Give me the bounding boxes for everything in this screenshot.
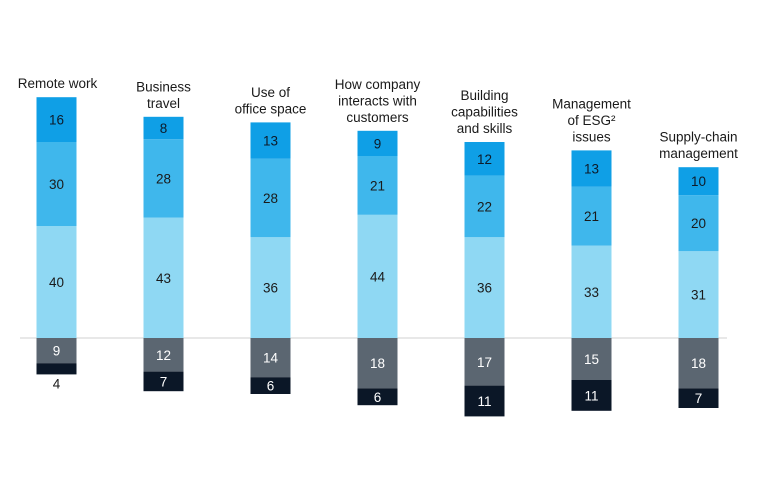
bar-segment-pos-0-6 bbox=[678, 251, 719, 338]
data-label-pos-0-6: 31 bbox=[691, 288, 706, 303]
data-label-neg-0-0: 9 bbox=[53, 344, 61, 359]
data-label-pos-2-5: 13 bbox=[584, 162, 599, 177]
bar-segment-neg-0-1 bbox=[143, 338, 184, 372]
data-label-pos-2-6: 10 bbox=[691, 174, 706, 189]
bar-segment-neg-1-4 bbox=[464, 385, 505, 417]
data-label-neg-0-6: 18 bbox=[691, 356, 706, 371]
data-label-pos-1-2: 28 bbox=[263, 191, 278, 206]
category-label-1-line-1: travel bbox=[147, 96, 180, 111]
data-label-neg-1-3: 6 bbox=[374, 390, 382, 405]
data-label-pos-1-0: 30 bbox=[49, 177, 64, 192]
data-label-pos-2-3: 9 bbox=[374, 136, 382, 151]
bar-segment-pos-1-0 bbox=[36, 142, 77, 226]
data-label-pos-1-6: 20 bbox=[691, 216, 706, 231]
data-label-neg-0-1: 12 bbox=[156, 348, 171, 363]
bar-segment-neg-1-5 bbox=[571, 380, 612, 411]
category-label-4-line-0: Building bbox=[460, 88, 508, 103]
bar-segment-pos-0-4 bbox=[464, 237, 505, 338]
data-label-neg-0-5: 15 bbox=[584, 352, 599, 367]
data-label-neg-0-3: 18 bbox=[370, 356, 385, 371]
bar-segment-neg-0-3 bbox=[357, 338, 398, 389]
data-label-pos-0-3: 44 bbox=[370, 269, 386, 284]
bar-segment-pos-0-3 bbox=[357, 214, 398, 338]
bar-segment-pos-1-3 bbox=[357, 156, 398, 215]
data-label-pos-0-0: 40 bbox=[49, 275, 64, 290]
bar-segment-pos-1-2 bbox=[250, 158, 291, 238]
bar-segment-pos-1-5 bbox=[571, 186, 612, 246]
category-label-3-line-1: interacts with bbox=[338, 93, 417, 108]
bar-segment-pos-2-4 bbox=[464, 142, 505, 176]
data-label-neg-0-4: 17 bbox=[477, 355, 492, 370]
data-label-pos-0-5: 33 bbox=[584, 285, 599, 300]
bar-segment-neg-1-6 bbox=[678, 388, 719, 408]
data-label-pos-1-4: 22 bbox=[477, 199, 492, 214]
category-label-2-line-1: office space bbox=[235, 101, 307, 116]
data-label-neg-1-2: 6 bbox=[267, 379, 275, 394]
bar-segment-pos-2-1 bbox=[143, 116, 184, 140]
bar-segment-pos-2-2 bbox=[250, 122, 291, 159]
data-label-neg-1-4: 11 bbox=[477, 394, 491, 409]
category-label-4-line-2: and skills bbox=[457, 121, 513, 136]
bar-segment-neg-0-5 bbox=[571, 338, 612, 380]
category-label-3-line-0: How company bbox=[335, 77, 421, 92]
data-label-pos-0-2: 36 bbox=[263, 281, 278, 296]
bar-segment-pos-1-4 bbox=[464, 175, 505, 238]
bar-segment-neg-1-1 bbox=[143, 371, 184, 392]
data-label-pos-0-4: 36 bbox=[477, 281, 492, 296]
data-label-pos-2-4: 12 bbox=[477, 152, 492, 167]
data-label-pos-2-1: 8 bbox=[160, 121, 168, 136]
bar-segment-neg-0-2 bbox=[250, 338, 291, 378]
bar-segment-neg-0-4 bbox=[464, 338, 505, 386]
data-label-pos-1-3: 21 bbox=[370, 178, 385, 193]
bar-segment-pos-2-3 bbox=[357, 130, 398, 156]
bar-segment-neg-0-0 bbox=[36, 338, 77, 364]
data-label-pos-1-1: 28 bbox=[156, 171, 171, 186]
data-label-pos-2-0: 16 bbox=[49, 113, 64, 128]
bar-segment-pos-2-6 bbox=[678, 167, 719, 196]
data-label-neg-0-2: 14 bbox=[263, 351, 279, 366]
category-label-5-line-1: of ESG² bbox=[567, 113, 616, 128]
category-label-4-line-1: capabilities bbox=[451, 105, 518, 120]
data-label-neg-1-0: 4 bbox=[53, 376, 61, 391]
category-label-5-line-0: Management bbox=[552, 96, 631, 111]
category-label-1-line-0: Business bbox=[136, 79, 191, 94]
data-label-neg-1-5: 11 bbox=[584, 388, 598, 403]
data-label-pos-2-2: 13 bbox=[263, 134, 278, 149]
bar-segment-neg-1-0 bbox=[36, 363, 77, 375]
category-label-2-line-0: Use of bbox=[251, 85, 290, 100]
category-label-0-line-0: Remote work bbox=[18, 76, 98, 91]
bar-segment-neg-1-2 bbox=[250, 377, 291, 394]
data-label-pos-0-1: 43 bbox=[156, 271, 171, 286]
bar-segment-pos-1-6 bbox=[678, 195, 719, 252]
bar-segment-neg-1-3 bbox=[357, 388, 398, 406]
bar-segment-pos-0-2 bbox=[250, 237, 291, 338]
category-label-5-line-2: issues bbox=[572, 129, 611, 144]
bar-segment-pos-1-1 bbox=[143, 139, 184, 218]
bar-segment-pos-0-1 bbox=[143, 217, 184, 338]
bar-segment-pos-0-5 bbox=[571, 245, 612, 338]
data-label-pos-1-5: 21 bbox=[584, 209, 599, 224]
bar-segment-pos-2-5 bbox=[571, 150, 612, 187]
category-label-6-line-1: management bbox=[659, 146, 738, 161]
bar-segment-pos-2-0 bbox=[36, 97, 77, 142]
category-label-6-line-0: Supply-chain bbox=[659, 130, 737, 145]
data-label-neg-1-6: 7 bbox=[695, 391, 703, 406]
data-label-neg-1-1: 7 bbox=[160, 374, 168, 389]
category-label-3-line-2: customers bbox=[346, 110, 409, 125]
bar-segment-neg-0-6 bbox=[678, 338, 719, 389]
bar-segment-pos-0-0 bbox=[36, 226, 77, 338]
